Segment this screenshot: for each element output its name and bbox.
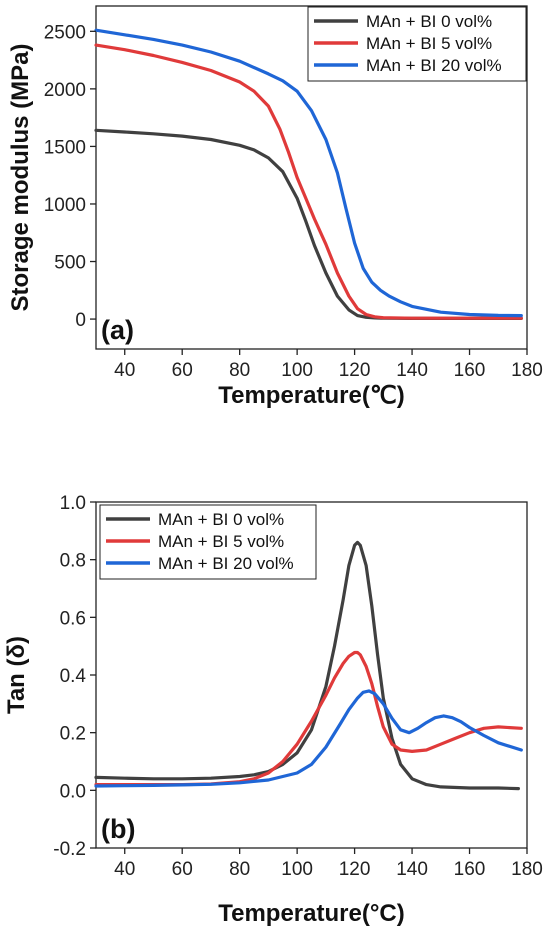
x-tick-label: 160: [454, 859, 486, 880]
x-tick-label: 180: [511, 859, 543, 880]
plot-frame: [95, 5, 528, 350]
x-tick-label: 160: [454, 360, 486, 381]
series-line-0: [94, 128, 523, 320]
x-tick-label: 100: [281, 360, 313, 381]
y-tick-label: 0.2: [60, 724, 86, 745]
x-tick-label: 140: [396, 859, 428, 880]
x-tick-label: 100: [281, 859, 313, 880]
x-tick-label: 80: [229, 859, 250, 880]
panel-b-chart: 40 60 80 100 120 140 160 180 -0.2 0.0 0.2 0.4 0.6 0.8…: [3, 493, 543, 927]
panel-label: (b): [101, 814, 135, 844]
legend-entry-2: MAn + BI 20 vol%: [158, 554, 294, 573]
y-axis-title: Storage modulus (MPa): [7, 43, 34, 311]
y-tick-label: 0.8: [60, 551, 86, 572]
x-tick-label: 80: [229, 360, 250, 381]
x-tick-label: 140: [396, 360, 428, 381]
legend-entry-1: MAn + BI 5 vol%: [366, 34, 492, 53]
legend-entry-1: MAn + BI 5 vol%: [158, 532, 284, 551]
series-line-1: [94, 43, 523, 320]
series-line-0: [94, 540, 520, 791]
legend-entry-0: MAn + BI 0 vol%: [158, 510, 284, 529]
y-tick-label: 2000: [44, 80, 86, 101]
y-tick-label: 1.0: [60, 493, 86, 514]
x-tick-label: 40: [114, 360, 135, 381]
y-tick-label: 1500: [44, 137, 86, 158]
y-tick-label: 0.6: [60, 608, 86, 629]
series-line-2: [94, 689, 523, 788]
y-tick-label: -0.2: [53, 839, 86, 860]
legend-entry-0: MAn + BI 0 vol%: [366, 12, 492, 31]
y-tick-label: 1000: [44, 195, 86, 216]
x-tick-label: 40: [114, 859, 135, 880]
legend-entry-2: MAn + BI 20 vol%: [366, 56, 502, 75]
x-tick-label: 120: [339, 360, 371, 381]
x-tick-label: 120: [339, 859, 371, 880]
panel-label: (a): [101, 315, 134, 345]
panel-a-chart: 40 60 80 100 120 140 160 180 0 500 1000 1500 2000 250…: [7, 5, 543, 409]
y-tick-label: 2500: [44, 22, 86, 43]
y-tick-label: 500: [54, 253, 86, 274]
x-axis-title: Temperature(°C): [218, 900, 405, 927]
x-tick-label: 60: [172, 859, 193, 880]
x-tick-label: 180: [511, 360, 543, 381]
y-axis-title: Tan (δ): [3, 636, 30, 714]
x-axis-title: Temperature(℃): [218, 382, 405, 409]
series-line-2: [94, 28, 523, 318]
y-tick-label: 0.0: [60, 781, 86, 802]
y-tick-label: 0: [75, 310, 86, 331]
x-tick-label: 60: [172, 360, 193, 381]
y-tick-label: 0.4: [60, 666, 87, 687]
